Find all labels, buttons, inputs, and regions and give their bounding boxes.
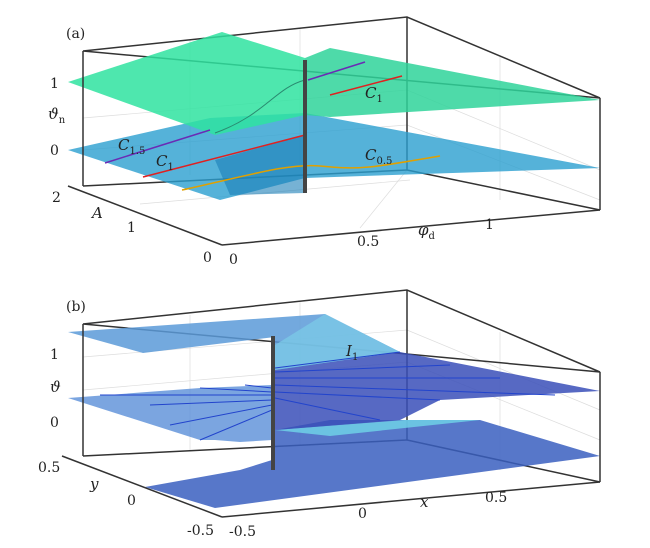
box-floor-edge — [406, 169, 601, 211]
annotation-i1: I1 — [345, 342, 358, 363]
spiral-lines — [100, 351, 556, 441]
panel-a: (a) 1 0 ϑn 2 1 0 A 0 0.5 1 φd C1.5 C1 C1… — [48, 16, 601, 268]
z-tick: 1 — [50, 347, 59, 363]
curve-c1-5 — [307, 61, 366, 81]
grid-line — [359, 169, 408, 229]
x-axis-label: φd — [418, 221, 436, 242]
upper-surface-left — [68, 32, 305, 135]
z-axis-label: ϑn — [48, 105, 66, 126]
y-axis — [61, 455, 223, 518]
curve-c0-5 — [181, 155, 441, 191]
lower-surface — [68, 113, 600, 200]
bottom-surface — [145, 420, 600, 508]
z-tick: 0 — [50, 143, 59, 159]
panel-label: (a) — [66, 26, 85, 42]
x-tick: -0.5 — [229, 524, 256, 540]
z-axis-label: ϑ — [50, 378, 61, 396]
y-tick: 0 — [127, 493, 136, 509]
x-tick: 0.5 — [357, 234, 379, 250]
y-tick: 1 — [127, 220, 136, 236]
annotation-c1-upper: C1 — [365, 84, 383, 105]
x-tick: 1 — [485, 217, 494, 233]
x-tick: 0 — [358, 506, 367, 522]
upper-surface-right — [305, 48, 600, 117]
panel-label: (b) — [66, 299, 86, 315]
y-tick: -0.5 — [187, 523, 214, 539]
x-tick: 0.5 — [485, 490, 507, 506]
annotation-c0-5: C0.5 — [365, 146, 392, 167]
lower-surface-fold — [215, 135, 305, 195]
annotation-c1-5: C1.5 — [118, 136, 145, 157]
x-axis — [221, 209, 601, 246]
z-tick: 0 — [50, 415, 59, 431]
z-tick: 1 — [50, 76, 59, 92]
panel-b: (b) 1 0 ϑ 0.5 0 -0.5 y -0.5 0 0.5 x I1 — [38, 289, 601, 540]
y-axis — [67, 185, 223, 246]
curve-c1-upper — [329, 75, 403, 96]
discontinuity-bar — [271, 336, 275, 470]
y-axis-label: y — [89, 475, 99, 493]
y-tick: 0.5 — [38, 460, 60, 476]
curve-c1-5 — [104, 129, 211, 164]
annotation-c1-lower: C1 — [156, 152, 174, 173]
bottom-surface-light — [275, 420, 480, 436]
x-tick: 0 — [229, 252, 238, 268]
fold-curve — [214, 79, 306, 134]
discontinuity-bar — [303, 60, 307, 193]
middle-surface-left — [68, 385, 272, 442]
y-axis-label: A — [90, 204, 103, 222]
x-axis-label: x — [420, 493, 429, 511]
y-tick: 0 — [203, 250, 212, 266]
y-tick: 2 — [52, 190, 61, 206]
x-axis — [221, 481, 601, 518]
curve-c1-lower — [142, 134, 306, 178]
